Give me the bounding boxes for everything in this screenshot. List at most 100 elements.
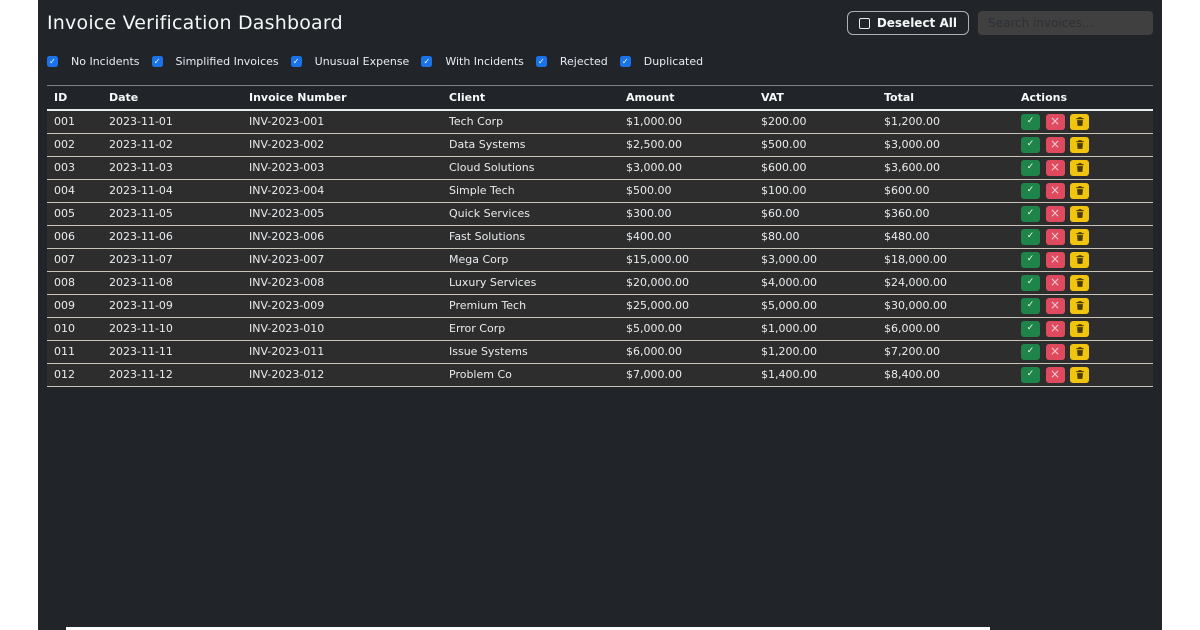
table-row: 011 2023-11-11 INV-2023-011 Issue System… [47, 340, 1153, 364]
table-row: 010 2023-11-10 INV-2023-010 Error Corp $… [47, 317, 1153, 341]
table-row: 003 2023-11-03 INV-2023-003 Cloud Soluti… [47, 156, 1153, 180]
cell-invoice-number: INV-2023-010 [242, 317, 442, 341]
approve-button[interactable]: ✓ [1021, 320, 1040, 337]
cell-amount: $300.00 [619, 202, 754, 226]
table-row: 004 2023-11-04 INV-2023-004 Simple Tech … [47, 179, 1153, 203]
checkbox-checked-icon[interactable]: ✓ [47, 56, 58, 67]
cell-date: 2023-11-11 [102, 340, 242, 364]
top-bar: Invoice Verification Dashboard Deselect … [47, 0, 1153, 35]
cell-total: $8,400.00 [877, 363, 1014, 387]
approve-button[interactable]: ✓ [1021, 297, 1040, 314]
deselect-all-button[interactable]: Deselect All [846, 11, 969, 35]
cell-client: Premium Tech [442, 294, 619, 318]
trash-icon [1075, 369, 1084, 379]
delete-button[interactable] [1070, 205, 1089, 222]
cell-client: Fast Solutions [442, 225, 619, 249]
cell-client: Mega Corp [442, 248, 619, 272]
column-header-amount: Amount [619, 85, 754, 111]
approve-button[interactable]: ✓ [1021, 274, 1040, 291]
checkbox-checked-icon[interactable]: ✓ [290, 56, 302, 67]
filter-checkbox-item[interactable]: ✓ With Incidents [421, 55, 524, 68]
cell-invoice-number: INV-2023-002 [242, 133, 442, 157]
approve-button[interactable]: ✓ [1021, 159, 1040, 176]
cell-client: Simple Tech [442, 179, 619, 203]
table-row: 005 2023-11-05 INV-2023-005 Quick Servic… [47, 202, 1153, 226]
filter-checkbox-item[interactable]: ✓ No Incidents [47, 55, 140, 68]
reject-button[interactable]: × [1045, 205, 1065, 222]
trash-icon [1075, 323, 1084, 333]
cell-invoice-number: INV-2023-012 [242, 363, 442, 387]
delete-button[interactable] [1070, 251, 1089, 268]
cell-total: $360.00 [877, 202, 1014, 226]
reject-button[interactable]: × [1045, 274, 1065, 291]
delete-button[interactable] [1070, 136, 1089, 153]
table-header: ID Date Invoice Number Client Amount VAT Total… [47, 85, 1153, 111]
trash-icon [1075, 139, 1084, 149]
cell-vat: $5,000.00 [754, 294, 877, 318]
cell-id: 011 [47, 340, 102, 364]
delete-button[interactable] [1070, 343, 1089, 360]
cell-amount: $500.00 [619, 179, 754, 203]
reject-button[interactable]: × [1045, 136, 1065, 153]
cell-id: 001 [47, 110, 102, 134]
cell-client: Quick Services [442, 202, 619, 226]
reject-button[interactable]: × [1045, 297, 1065, 314]
filter-checkbox-item[interactable]: ✓ Duplicated [619, 55, 703, 68]
checkbox-checked-icon[interactable]: ✓ [151, 56, 163, 67]
delete-button[interactable] [1070, 366, 1089, 383]
delete-button[interactable] [1070, 113, 1089, 130]
approve-button[interactable]: ✓ [1021, 113, 1040, 130]
filter-label: Unusual Expense [314, 55, 410, 68]
search-input[interactable] [978, 11, 1153, 35]
approve-button[interactable]: ✓ [1021, 251, 1040, 268]
trash-icon [1075, 300, 1084, 310]
filter-checkbox-item[interactable]: ✓ Unusual Expense [290, 55, 410, 68]
approve-button[interactable]: ✓ [1021, 343, 1040, 360]
approve-button[interactable]: ✓ [1021, 205, 1040, 222]
reject-button[interactable]: × [1045, 113, 1065, 130]
checkbox-checked-icon[interactable]: ✓ [421, 56, 433, 67]
reject-button[interactable]: × [1045, 366, 1065, 383]
table-row: 007 2023-11-07 INV-2023-007 Mega Corp $1… [47, 248, 1153, 272]
table-row: 006 2023-11-06 INV-2023-006 Fast Solutio… [47, 225, 1153, 249]
cell-id: 002 [47, 133, 102, 157]
delete-button[interactable] [1070, 182, 1089, 199]
delete-button[interactable] [1070, 159, 1089, 176]
cell-vat: $200.00 [754, 110, 877, 134]
approve-button[interactable]: ✓ [1021, 182, 1040, 199]
delete-button[interactable] [1070, 228, 1089, 245]
cell-total: $7,200.00 [877, 340, 1014, 364]
reject-button[interactable]: × [1045, 182, 1065, 199]
approve-button[interactable]: ✓ [1021, 366, 1040, 383]
reject-button[interactable]: × [1045, 228, 1065, 245]
reject-button[interactable]: × [1045, 251, 1065, 268]
table-row: 009 2023-11-09 INV-2023-009 Premium Tech… [47, 294, 1153, 318]
cell-id: 008 [47, 271, 102, 295]
cell-client: Tech Corp [442, 110, 619, 134]
delete-button[interactable] [1070, 297, 1089, 314]
cell-amount: $3,000.00 [619, 156, 754, 180]
cell-date: 2023-11-01 [102, 110, 242, 134]
reject-button[interactable]: × [1045, 320, 1065, 337]
top-controls: Deselect All [846, 11, 1153, 35]
cell-id: 006 [47, 225, 102, 249]
cell-id: 004 [47, 179, 102, 203]
filter-checkbox-item[interactable]: ✓ Rejected [535, 55, 608, 68]
reject-button[interactable]: × [1045, 159, 1065, 176]
cell-actions: ✓ × [1014, 340, 1153, 364]
trash-icon [1075, 277, 1084, 287]
reject-button[interactable]: × [1045, 343, 1065, 360]
column-header-date: Date [102, 85, 242, 111]
approve-button[interactable]: ✓ [1021, 228, 1040, 245]
delete-button[interactable] [1070, 274, 1089, 291]
table-row: 002 2023-11-02 INV-2023-002 Data Systems… [47, 133, 1153, 157]
approve-button[interactable]: ✓ [1021, 136, 1040, 153]
trash-icon [1075, 162, 1084, 172]
deselect-all-label: Deselect All [876, 16, 957, 30]
delete-button[interactable] [1070, 320, 1089, 337]
cell-actions: ✓ × [1014, 225, 1153, 249]
cell-invoice-number: INV-2023-011 [242, 340, 442, 364]
checkbox-checked-icon[interactable]: ✓ [535, 56, 547, 67]
checkbox-checked-icon[interactable]: ✓ [619, 56, 631, 67]
filter-checkbox-item[interactable]: ✓ Simplified Invoices [151, 55, 279, 68]
